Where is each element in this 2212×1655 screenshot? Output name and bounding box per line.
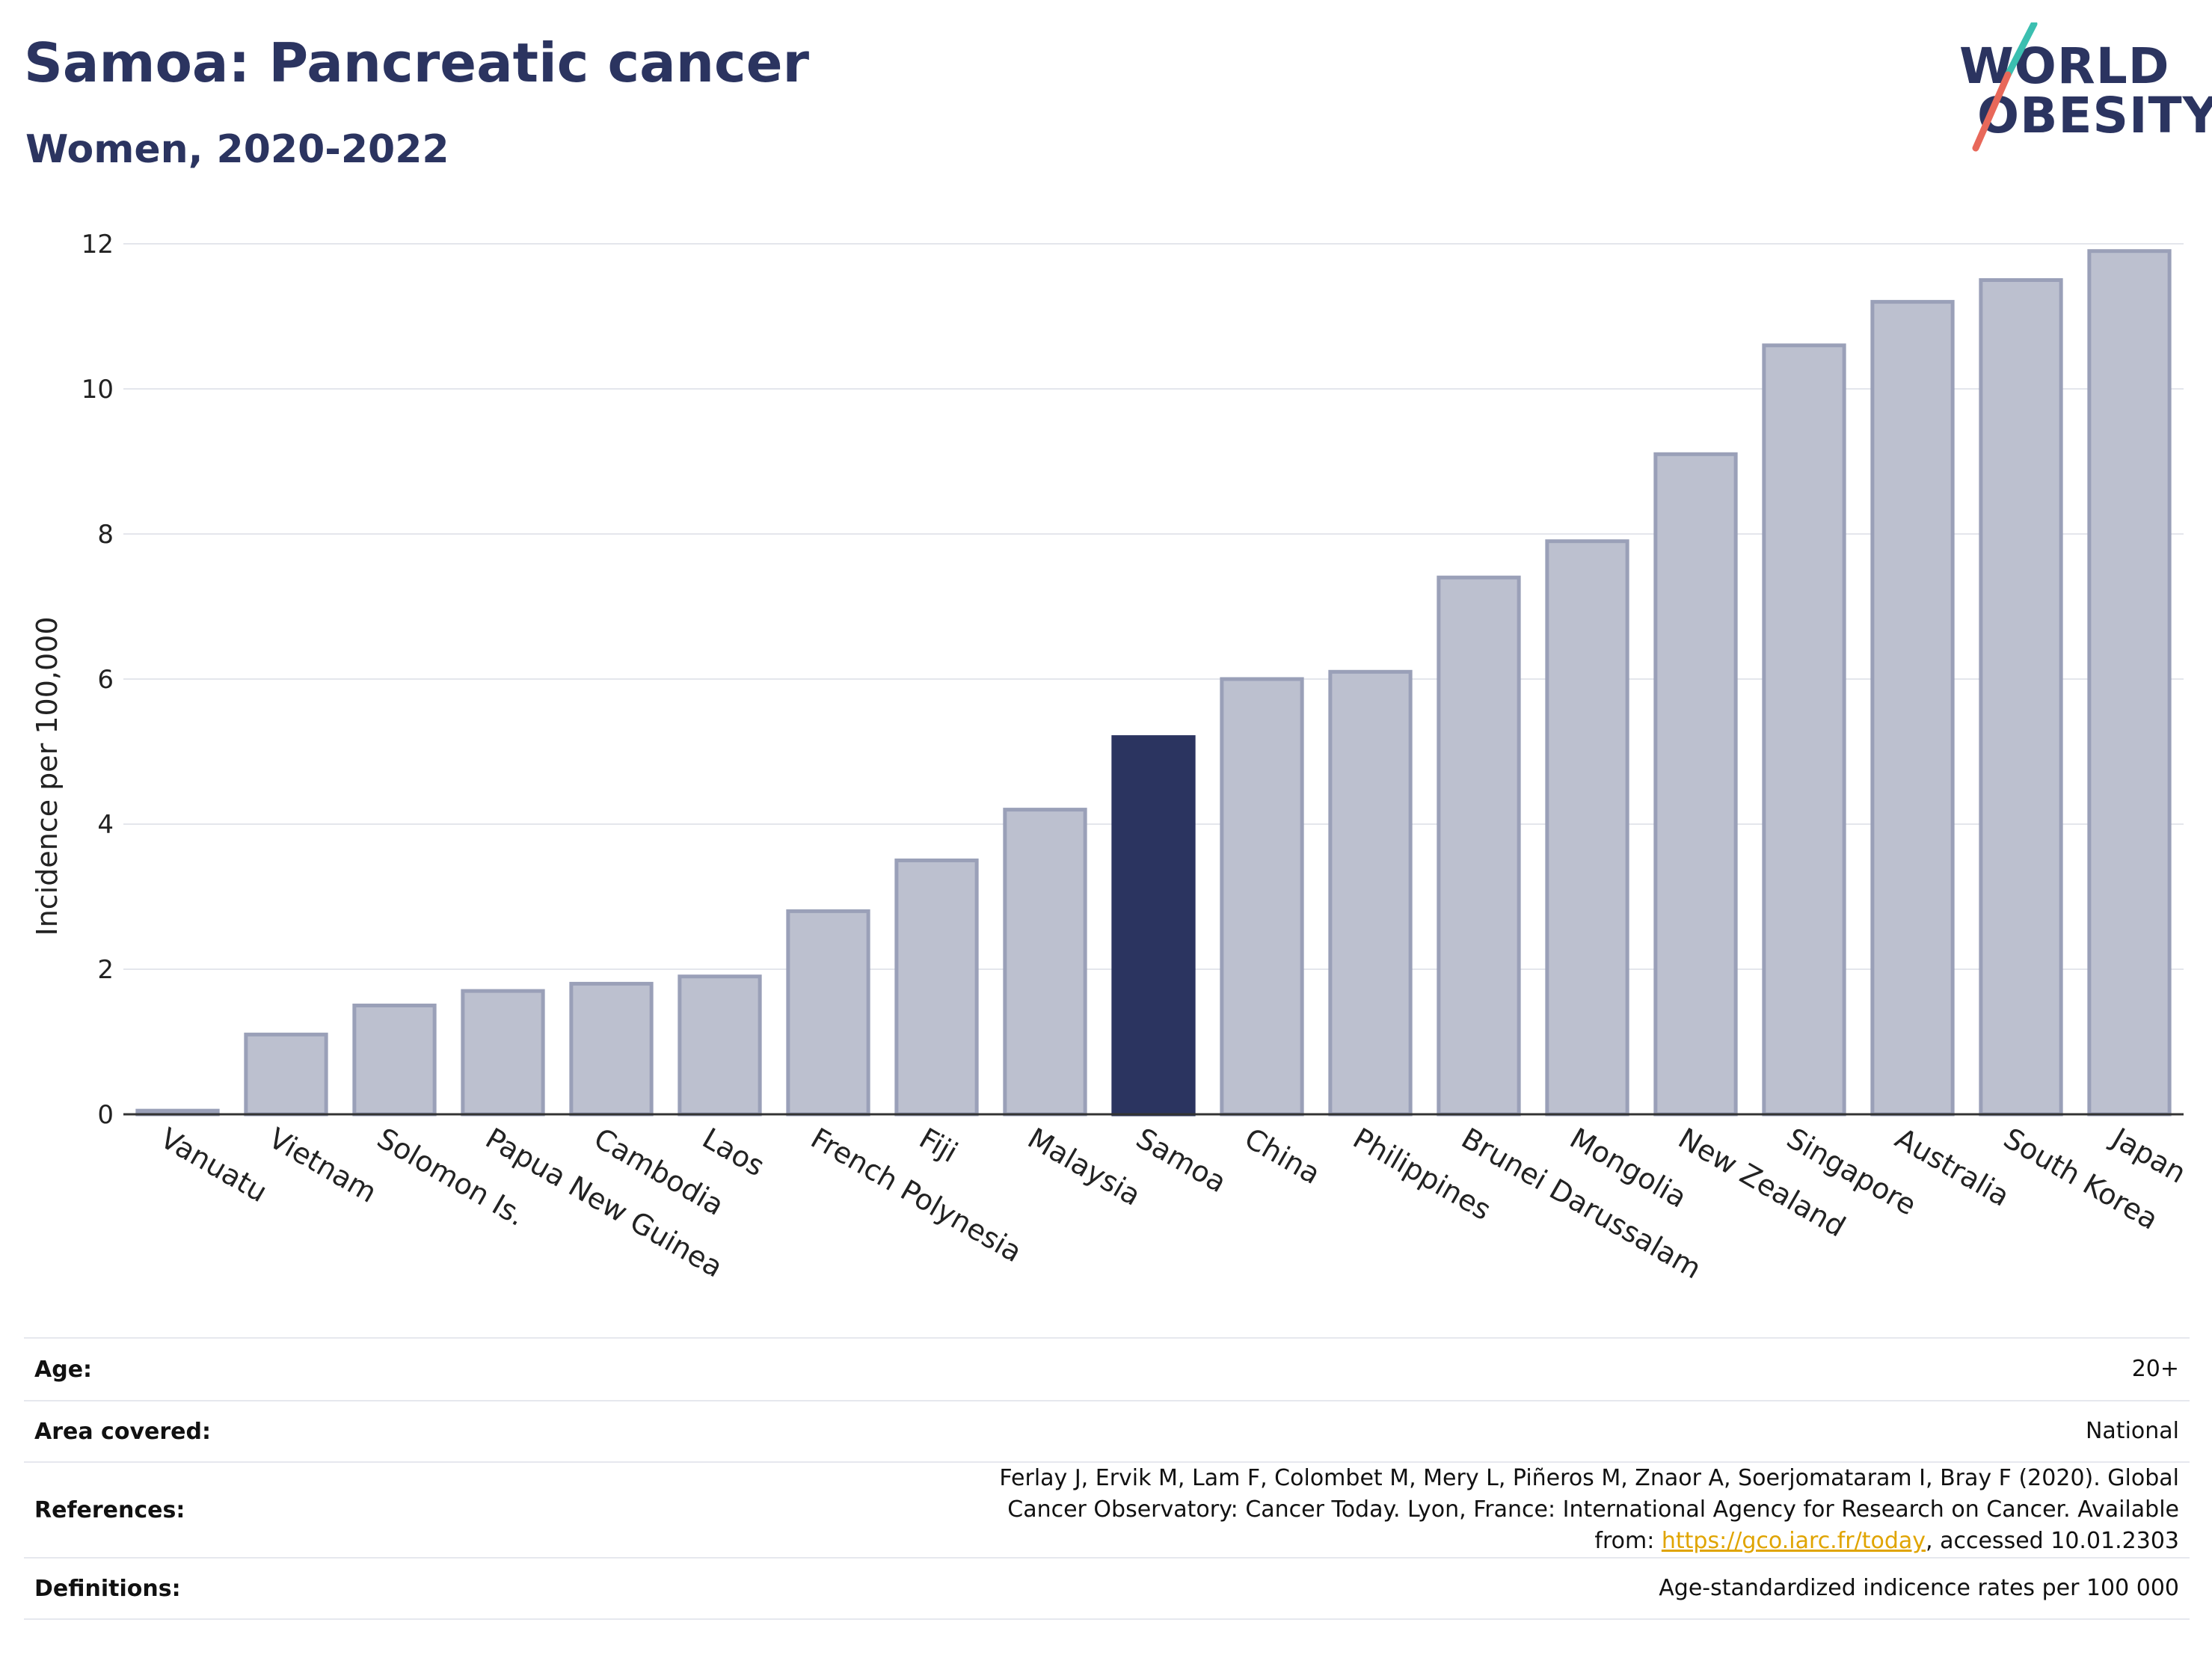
- info-row-references: References: Ferlay J, Ervik M, Lam F, Co…: [24, 1461, 2190, 1558]
- x-tick-label: Vanuatu: [155, 1122, 273, 1209]
- info-row-age: Age: 20+: [24, 1337, 2190, 1401]
- x-tick-label: Malaysia: [1022, 1122, 1146, 1212]
- world-obesity-logo: WORLD OBESITY: [1944, 22, 2212, 157]
- bar-vietnam: [244, 1032, 328, 1117]
- y-tick-label: 8: [97, 520, 114, 550]
- info-value: National: [434, 1400, 2190, 1462]
- x-tick-label: Vietnam: [263, 1122, 382, 1209]
- x-tick-label: Laos: [697, 1122, 770, 1183]
- bar-samoa: [1111, 735, 1196, 1117]
- info-key: Area covered:: [24, 1400, 434, 1462]
- bar-singapore: [1762, 343, 1846, 1117]
- y-tick-label: 12: [82, 230, 114, 260]
- bar-malaysia: [1003, 808, 1087, 1117]
- bar-papua-new-guinea: [461, 989, 545, 1117]
- info-value: 20+: [434, 1337, 2190, 1401]
- bar-china: [1220, 677, 1304, 1117]
- bar-french-polynesia: [786, 909, 870, 1117]
- y-tick-labels: 0 2 4 6 8 10 12: [82, 230, 114, 1130]
- y-tick-label: 10: [82, 375, 114, 405]
- bar-laos: [678, 974, 762, 1117]
- reference-text: Ferlay J, Ervik M, Lam F, Colombet M, Me…: [999, 1465, 2179, 1554]
- y-tick-label: 0: [97, 1100, 114, 1130]
- bar-mongolia: [1545, 539, 1629, 1117]
- info-value: Age-standardized indicence rates per 100…: [434, 1557, 2190, 1620]
- bar-new-zealand: [1653, 452, 1738, 1117]
- info-key: Definitions:: [24, 1557, 434, 1620]
- reference-accessed: , accessed 10.01.2303: [1926, 1528, 2179, 1554]
- info-row-area: Area covered: National: [24, 1400, 2190, 1462]
- bar-brunei-darussalam: [1437, 575, 1521, 1117]
- y-tick-label: 2: [97, 955, 114, 985]
- x-tick-label: French Polynesia: [805, 1122, 1027, 1269]
- chart-subtitle: Women, 2020-2022: [25, 127, 449, 172]
- x-tick-label: China: [1239, 1122, 1326, 1191]
- info-row-definitions: Definitions: Age-standardized indicence …: [24, 1557, 2190, 1620]
- x-tick-label: Samoa: [1131, 1122, 1232, 1200]
- y-axis-title: Incidence per 100,000: [31, 616, 64, 936]
- info-key: References:: [24, 1461, 434, 1558]
- bar-philippines: [1328, 669, 1413, 1117]
- x-tick-label: Japan: [2105, 1121, 2192, 1190]
- bar-australia: [1870, 300, 1955, 1117]
- bars: [135, 249, 2172, 1117]
- bar-cambodia: [569, 981, 654, 1117]
- bar-fiji: [894, 859, 979, 1117]
- info-value: Ferlay J, Ervik M, Lam F, Colombet M, Me…: [434, 1461, 2190, 1558]
- logo-line-1: WORLD: [1959, 37, 2170, 95]
- y-tick-label: 6: [97, 665, 114, 695]
- logo-slash-icon: [1972, 22, 2038, 152]
- y-tick-label: 4: [97, 810, 114, 840]
- bar-south-korea: [1979, 278, 2063, 1117]
- info-key: Age:: [24, 1337, 434, 1401]
- info-table: Age: 20+ Area covered: National Referenc…: [24, 1337, 2190, 1620]
- x-tick-label: Fiji: [914, 1122, 963, 1169]
- logo-line-2: OBESITY: [1977, 87, 2212, 144]
- reference-link[interactable]: https://gco.iarc.fr/today: [1661, 1528, 1926, 1554]
- bar-japan: [2087, 249, 2172, 1117]
- chart-title: Samoa: Pancreatic cancer: [24, 31, 810, 94]
- bar-solomon-is: [352, 1004, 437, 1117]
